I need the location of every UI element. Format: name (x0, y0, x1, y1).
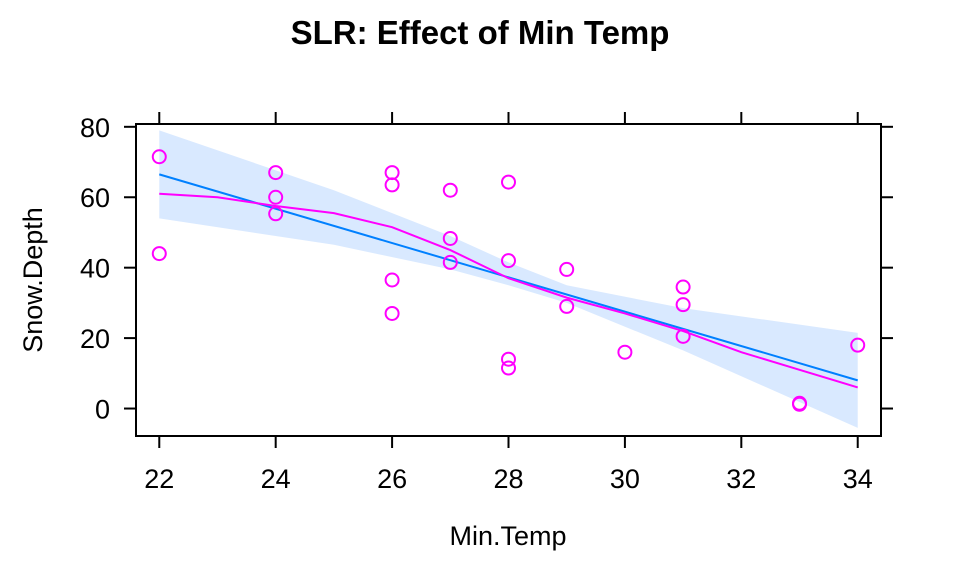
data-point (675, 279, 691, 295)
data-point (675, 328, 691, 344)
x-tick-label: 28 (493, 464, 523, 494)
data-point (268, 165, 284, 181)
y-tick-label: 20 (80, 324, 110, 354)
x-tick-label: 32 (726, 464, 756, 494)
data-point (442, 254, 458, 270)
data-point (384, 305, 400, 321)
data-point (792, 396, 808, 412)
y-axis: 0 20 40 60 80 (80, 113, 893, 425)
data-point (384, 165, 400, 181)
data-point (501, 253, 516, 269)
data-point (501, 351, 516, 367)
data-point (617, 344, 633, 360)
data-point (268, 189, 284, 205)
data-point (151, 149, 167, 165)
x-axis: 22 24 26 28 30 32 34 (144, 112, 873, 494)
x-tick-label: 30 (610, 464, 640, 494)
data-point (442, 230, 458, 246)
y-tick-label: 40 (80, 254, 110, 284)
y-tick-label: 80 (80, 113, 110, 143)
plot-area (151, 130, 866, 428)
x-axis-label: Min.Temp (449, 521, 566, 551)
data-point (850, 337, 866, 353)
y-tick-label: 0 (95, 395, 110, 425)
data-point (559, 261, 575, 277)
data-points (151, 149, 866, 412)
data-point (501, 174, 516, 190)
x-tick-label: 22 (144, 464, 174, 494)
x-tick-label: 24 (261, 464, 291, 494)
data-point (675, 297, 691, 313)
y-axis-label: Snow.Depth (18, 207, 48, 353)
data-point (268, 206, 284, 222)
x-tick-label: 26 (377, 464, 407, 494)
data-point (384, 177, 400, 193)
data-point (151, 246, 167, 262)
x-tick-label: 34 (843, 464, 873, 494)
smoother-line (159, 192, 859, 389)
data-point (442, 182, 458, 198)
data-point (501, 360, 516, 376)
data-point (384, 272, 400, 288)
chart-title: SLR: Effect of Min Temp (291, 14, 670, 51)
data-point (559, 298, 575, 314)
y-tick-label: 60 (80, 183, 110, 213)
